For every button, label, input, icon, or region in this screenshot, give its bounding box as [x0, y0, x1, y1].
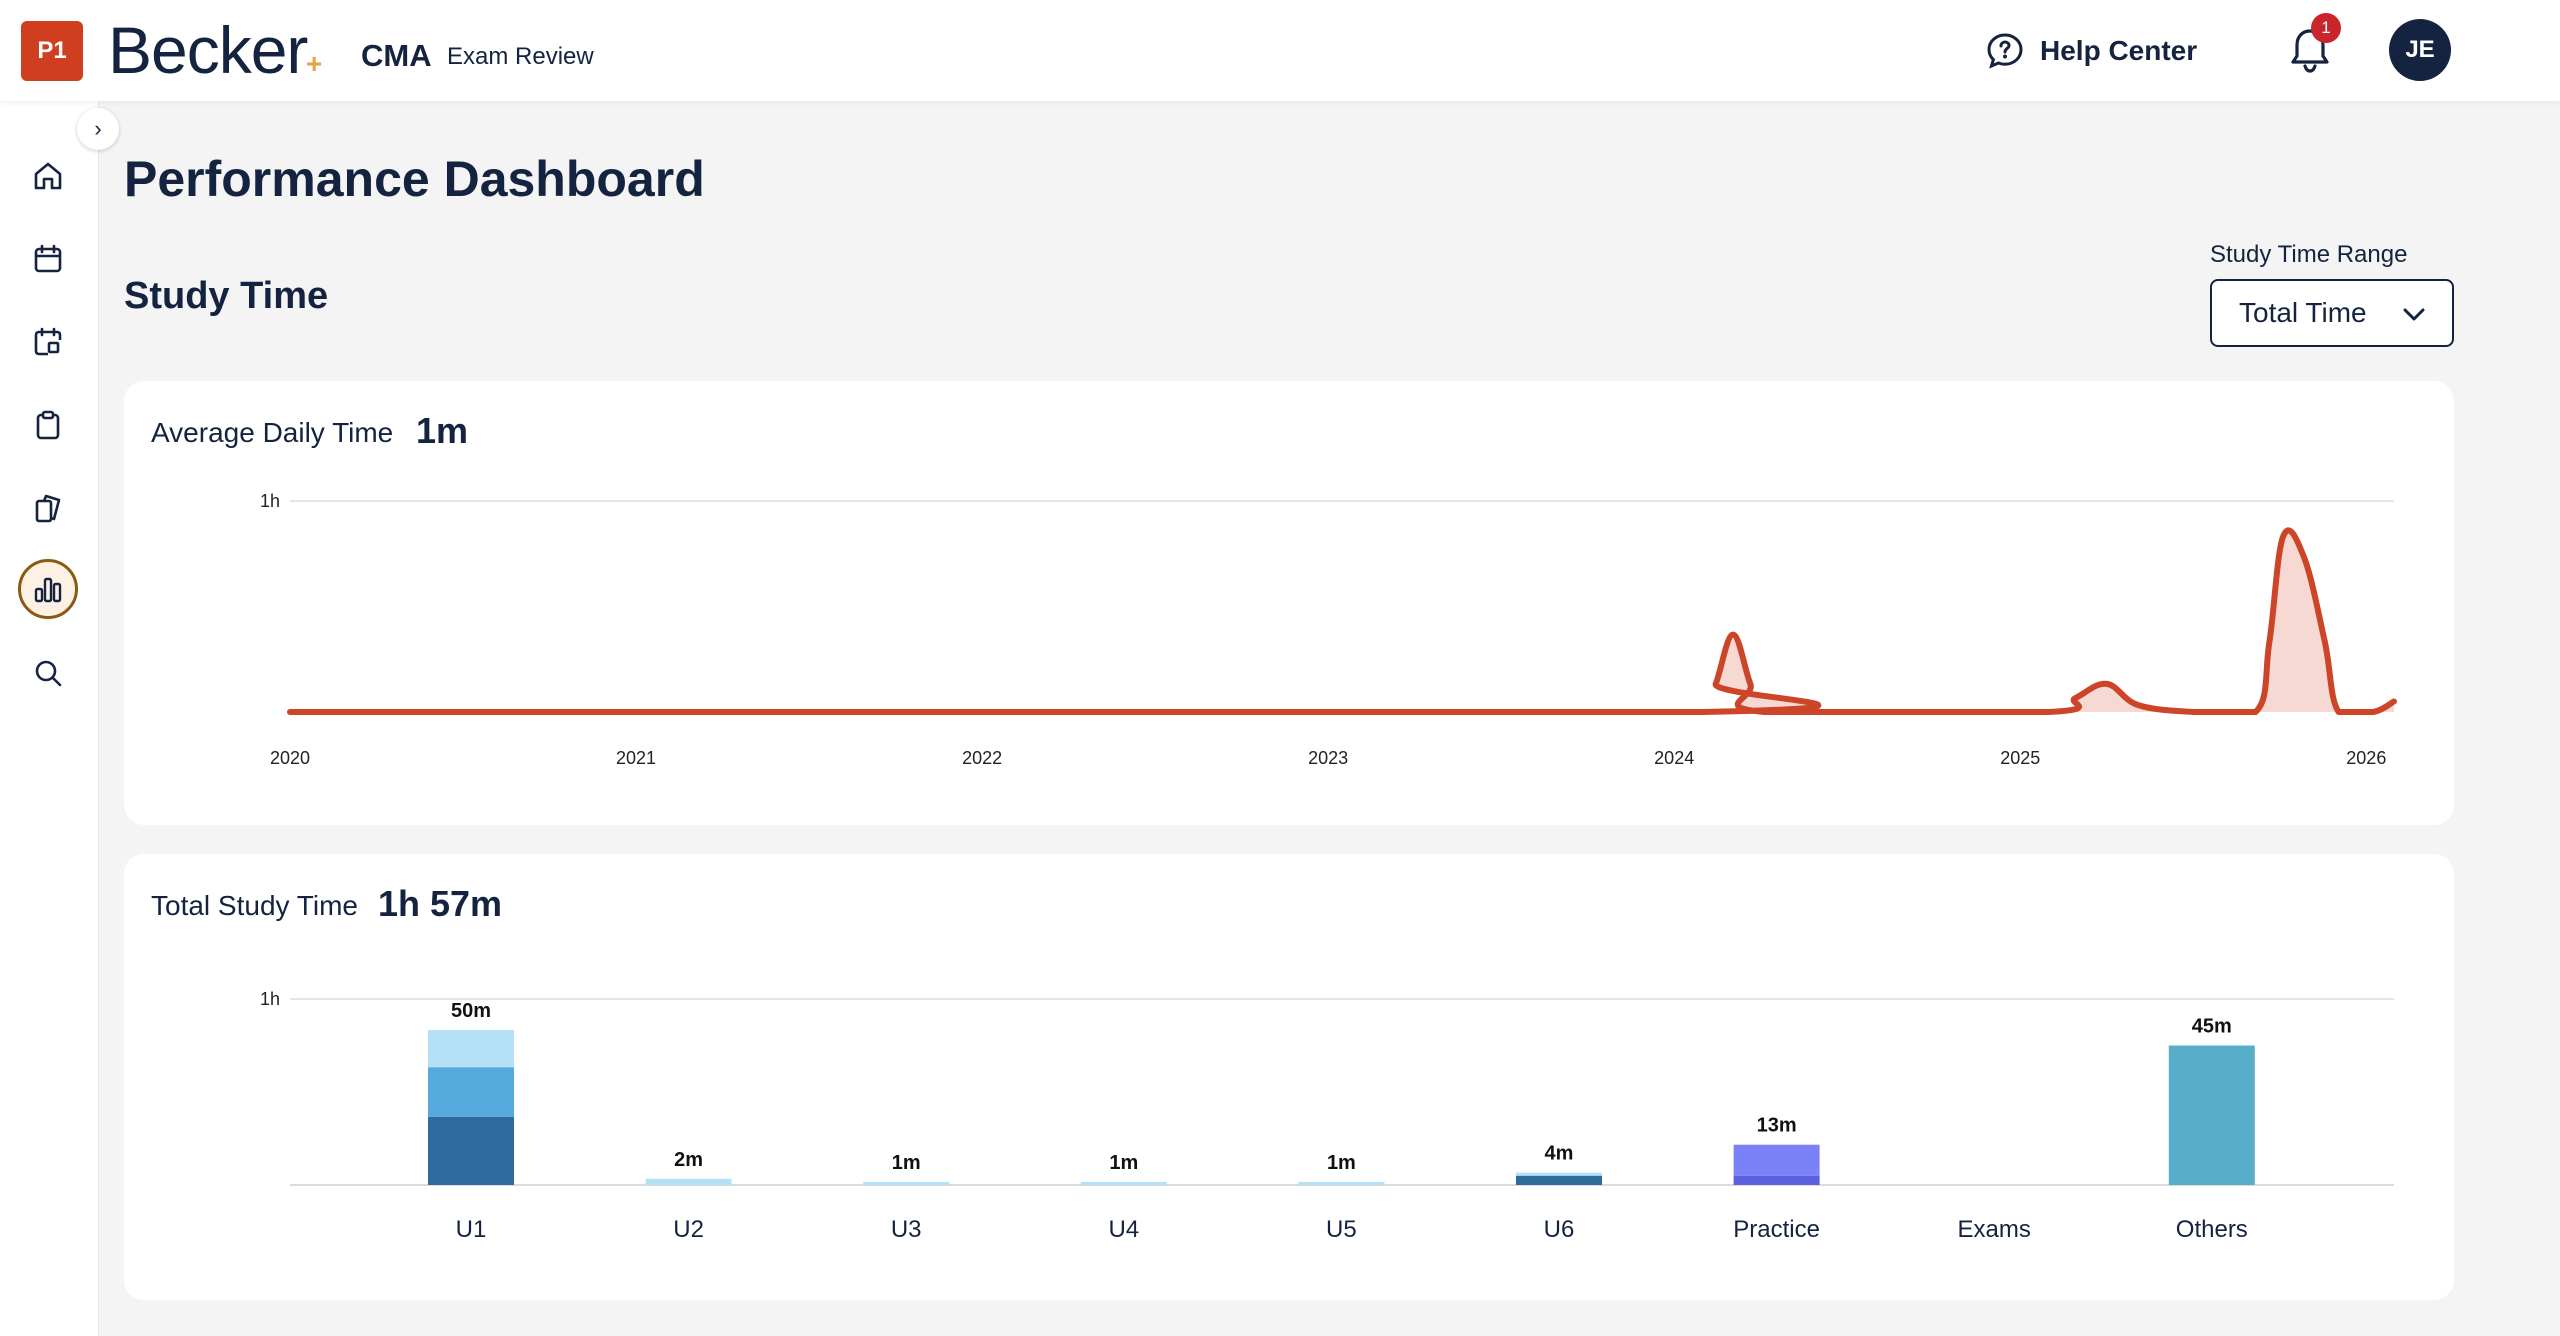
flashcards-icon: [35, 494, 61, 523]
top-header: P1 Becker + CMA Exam Review Help Center …: [0, 0, 2560, 101]
chevron-right-icon: ›: [94, 116, 102, 141]
average-daily-time-label: Average Daily Time: [151, 417, 394, 448]
clipboard-icon: [36, 410, 60, 440]
bar-segment[interactable]: [1298, 1181, 1385, 1185]
bar-segment[interactable]: [1733, 1175, 1820, 1185]
bar-category-label: U4: [1108, 1216, 1139, 1243]
home-icon: [34, 162, 62, 190]
bar-segment[interactable]: [863, 1181, 950, 1185]
bar-segment[interactable]: [428, 1067, 514, 1117]
bar-data-label: 50m: [451, 1000, 491, 1022]
product-subtitle: Exam Review: [447, 43, 594, 70]
bar-data-label: 45m: [2192, 1016, 2232, 1038]
section-title: Study Time: [124, 275, 329, 317]
bar-data-label: 13m: [1757, 1115, 1797, 1137]
x-tick-label: 2022: [962, 748, 1002, 768]
x-tick-label: 2024: [1654, 748, 1694, 768]
calendar-icon: [34, 244, 62, 273]
sidebar-item-flashcards[interactable]: [18, 478, 78, 538]
bar-category-label: Exams: [1958, 1216, 2031, 1243]
schedule-icon: [34, 327, 62, 356]
bar-category-label: U3: [891, 1216, 922, 1243]
bar-category-label: Others: [2176, 1216, 2248, 1243]
help-chat-icon: [1987, 33, 2023, 69]
bar-segment[interactable]: [645, 1178, 732, 1185]
user-avatar[interactable]: JE: [2389, 19, 2451, 81]
sidebar-item-schedule[interactable]: [18, 312, 78, 372]
notification-count-badge: 1: [2311, 13, 2341, 43]
bar-segment[interactable]: [428, 1030, 514, 1068]
becker-plus-mark: +: [306, 48, 323, 79]
help-center-label: Help Center: [2040, 35, 2198, 66]
becker-logo[interactable]: Becker: [108, 13, 308, 87]
sidebar-item-home[interactable]: [18, 146, 78, 206]
bar-category-label: U6: [1544, 1216, 1575, 1243]
bar-data-label: 2m: [674, 1149, 703, 1171]
total-study-time-chart: 1h 50m U1 2m U2 1m U3 1m U4 1m U5 4m U6 13m Practice Ex…: [260, 989, 2394, 1243]
bar-segment[interactable]: [1080, 1181, 1167, 1185]
bar-category-label: U2: [673, 1216, 704, 1243]
bar-segment[interactable]: [1733, 1144, 1820, 1176]
help-center-link[interactable]: Help Center: [1986, 32, 2197, 70]
search-icon: [35, 660, 62, 687]
sidebar-collapse-button[interactable]: ›: [77, 108, 119, 150]
page-title: Performance Dashboard: [124, 151, 705, 207]
total-study-time-value: 1h 57m: [378, 883, 503, 924]
average-daily-time-chart: 1h 2020 2021 2022 2023 2024 2025 2026: [260, 491, 2397, 768]
bar-data-label: 4m: [1545, 1143, 1574, 1165]
bar-category-label: Practice: [1733, 1216, 1820, 1243]
sidebar-item-clipboard[interactable]: [18, 395, 78, 455]
sidebar-item-search[interactable]: [18, 643, 78, 703]
bar-data-label: 1m: [1109, 1152, 1138, 1174]
study-time-range-label: Study Time Range: [2210, 241, 2408, 268]
x-tick-label: 2020: [270, 748, 310, 768]
study-time-area: [290, 530, 2394, 712]
total-study-time-label: Total Study Time: [151, 890, 358, 921]
sidebar-item-calendar[interactable]: [18, 229, 78, 289]
bar-segment[interactable]: [2168, 1045, 2255, 1186]
y-tick-label: 1h: [260, 989, 280, 1009]
bar-category-label: U1: [456, 1216, 487, 1243]
bar-category-label: U5: [1326, 1216, 1357, 1243]
bar-segment[interactable]: [1516, 1172, 1602, 1176]
study-time-range-select[interactable]: Total Time: [2210, 279, 2454, 347]
range-selected-value: Total Time: [2239, 297, 2367, 328]
average-daily-time-card: Average Daily Time 1m 1h 2020 2021 2022 2023…: [124, 381, 2454, 825]
y-tick-label: 1h: [260, 491, 280, 511]
bar-segment[interactable]: [1516, 1175, 1602, 1185]
study-time-line: [287, 527, 2397, 715]
x-tick-label: 2021: [616, 748, 656, 768]
bar-data-label: 1m: [892, 1152, 921, 1174]
average-daily-time-value: 1m: [416, 410, 469, 451]
bar-chart-icon: [34, 577, 62, 603]
total-study-time-card: Total Study Time 1h 57m 1h 50m U1 2m U2 1m U3 1…: [124, 854, 2454, 1300]
left-sidebar: [0, 101, 99, 1336]
bar-segment[interactable]: [428, 1116, 514, 1185]
p1-badge[interactable]: P1: [21, 21, 83, 81]
product-name: CMA: [361, 38, 432, 73]
x-tick-label: 2026: [2346, 748, 2386, 768]
sidebar-item-performance[interactable]: [18, 559, 78, 619]
chevron-down-icon: [2403, 308, 2425, 321]
x-tick-label: 2025: [2000, 748, 2040, 768]
x-tick-label: 2023: [1308, 748, 1348, 768]
bar-data-label: 1m: [1327, 1152, 1356, 1174]
